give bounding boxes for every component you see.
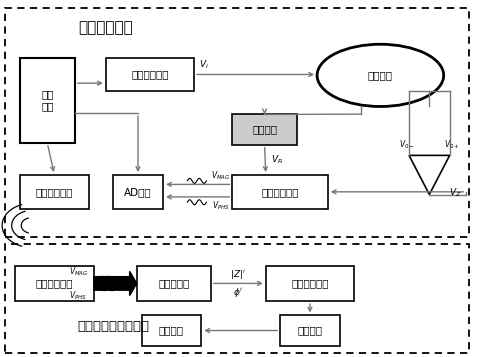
Text: $V_{MAG}$: $V_{MAG}$ xyxy=(211,169,230,182)
Text: $|Z|'$: $|Z|'$ xyxy=(230,267,246,281)
Bar xyxy=(5,244,469,353)
Bar xyxy=(15,266,94,301)
Text: 搭建分类模型: 搭建分类模型 xyxy=(291,278,329,288)
Bar xyxy=(280,316,340,346)
Polygon shape xyxy=(409,155,450,195)
Text: $V_i$: $V_i$ xyxy=(199,59,209,71)
Text: $V_R$: $V_R$ xyxy=(271,154,283,166)
Bar xyxy=(137,266,211,301)
Bar xyxy=(20,175,89,209)
Text: $V_{MAG}$: $V_{MAG}$ xyxy=(68,265,88,278)
Text: 信号驱动模块: 信号驱动模块 xyxy=(131,70,169,80)
Text: 信号检测模块: 信号检测模块 xyxy=(262,187,299,197)
Text: 无线接收模块: 无线接收模块 xyxy=(35,278,73,288)
Bar xyxy=(113,175,163,209)
Text: 信号采集单元: 信号采集单元 xyxy=(79,20,133,35)
Text: 待测组织: 待测组织 xyxy=(368,70,393,80)
Bar xyxy=(5,8,469,237)
Text: 无线发送模块: 无线发送模块 xyxy=(35,187,73,197)
Bar xyxy=(106,57,194,91)
Text: $V_{PHS}$: $V_{PHS}$ xyxy=(212,200,230,212)
Bar xyxy=(142,316,201,346)
Text: $V_{0-}$: $V_{0-}$ xyxy=(399,139,414,151)
Bar xyxy=(232,175,328,209)
Text: 上位机数据处理单元: 上位机数据处理单元 xyxy=(77,320,149,333)
Polygon shape xyxy=(94,271,137,296)
Text: $V_{PHS}$: $V_{PHS}$ xyxy=(68,289,86,302)
Text: 主控
模块: 主控 模块 xyxy=(41,90,54,111)
Text: $V_{0+}$: $V_{0+}$ xyxy=(444,139,460,151)
Ellipse shape xyxy=(317,44,444,106)
Text: 参考电阻: 参考电阻 xyxy=(252,125,277,135)
Text: $\phi'$: $\phi'$ xyxy=(233,286,243,299)
Bar xyxy=(266,266,354,301)
Text: 数据预处理: 数据预处理 xyxy=(158,278,190,288)
Bar xyxy=(232,115,297,145)
Text: 训练模型: 训练模型 xyxy=(297,326,322,336)
Text: $V_Z$: $V_Z$ xyxy=(449,187,462,200)
Text: 手势分类: 手势分类 xyxy=(159,326,184,336)
Text: AD采集: AD采集 xyxy=(124,187,152,197)
Bar xyxy=(20,57,75,143)
